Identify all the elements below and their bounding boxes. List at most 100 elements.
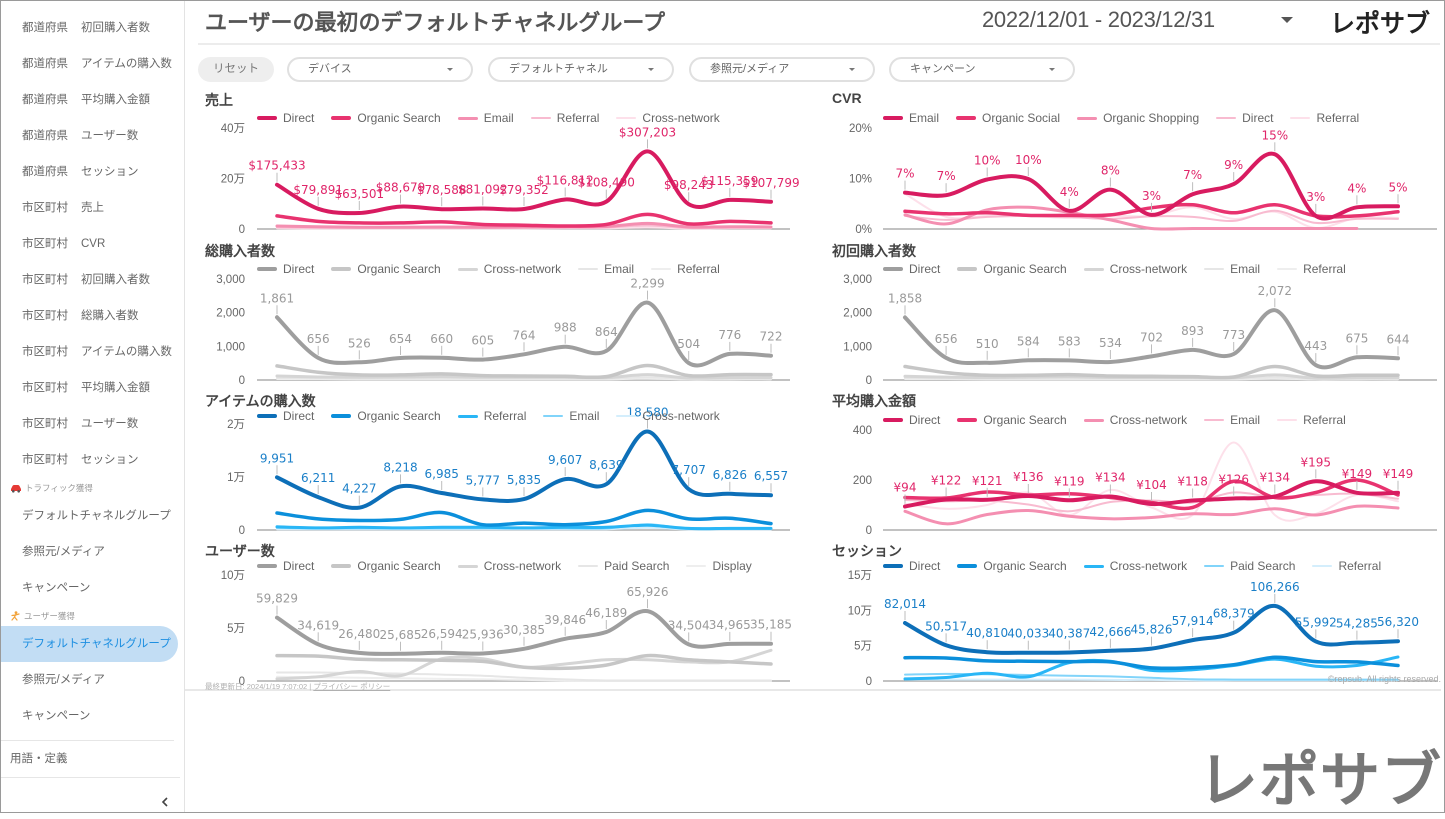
- sidebar-item[interactable]: 市区町村 アイテムの購入数: [0, 334, 180, 370]
- sidebar-item[interactable]: 都道府県 アイテムの購入数: [0, 46, 180, 82]
- sidebar-item[interactable]: 市区町村 売上: [0, 190, 180, 226]
- legend-item[interactable]: Cross-network: [457, 262, 561, 276]
- legend-item[interactable]: Direct: [257, 262, 314, 276]
- series-line-organic-search[interactable]: [275, 363, 773, 380]
- legend-item[interactable]: Organic Shopping: [1077, 111, 1199, 125]
- series-line-direct[interactable]: [275, 429, 773, 510]
- sidebar-item[interactable]: 市区町村 初回購入者数: [0, 262, 180, 298]
- legend-item[interactable]: Display: [686, 559, 752, 573]
- device-filter-dropdown[interactable]: デバイス: [287, 57, 473, 82]
- sidebar-item[interactable]: 都道府県 平均購入金額: [0, 82, 180, 118]
- sidebar: 都道府県 初回購入者数 都道府県 アイテムの購入数 都道府県 平均購入金額 都道府県ユ…: [0, 0, 185, 813]
- series-line-direct[interactable]: [903, 479, 1400, 509]
- series-line-organic-shopping[interactable]: [903, 205, 1359, 231]
- legend-item[interactable]: Referral: [1290, 111, 1359, 125]
- collapse-sidebar-button[interactable]: [158, 794, 172, 810]
- series-line-organic-search[interactable]: [275, 508, 773, 527]
- series-line-direct[interactable]: [275, 609, 773, 656]
- legend-item[interactable]: Cross-network: [616, 111, 720, 125]
- sidebar-item[interactable]: 市区町村 ユーザー数: [0, 406, 180, 442]
- legend-item[interactable]: Direct: [257, 409, 314, 423]
- legend-item[interactable]: Direct: [1216, 111, 1273, 125]
- sidebar-item-user-campaign[interactable]: キャンペーン: [22, 710, 91, 722]
- series-line-cross-network[interactable]: [903, 504, 1400, 526]
- sidebar-item-user-source-medium[interactable]: 参照元/メディア: [22, 674, 105, 686]
- channel-filter-dropdown[interactable]: デフォルトチャネル: [488, 57, 674, 82]
- chart-title: 初回購入者数: [832, 243, 916, 259]
- sidebar-item-metric: 総購入者数: [81, 310, 139, 322]
- privacy-policy-link[interactable]: プライバシー ポリシー: [313, 682, 391, 691]
- sidebar-item-glossary[interactable]: 用語・定義: [10, 753, 68, 765]
- legend-item[interactable]: Referral: [457, 409, 526, 423]
- series-line-direct[interactable]: [903, 603, 1400, 655]
- legend-item[interactable]: Cross-network: [1083, 559, 1187, 573]
- sidebar-item-traffic-channel-group[interactable]: デフォルトチャネルグループ: [22, 510, 171, 522]
- sidebar-item[interactable]: 都道府県 セッション: [0, 154, 180, 190]
- reset-button[interactable]: リセット: [198, 57, 274, 82]
- series-line-referral[interactable]: [275, 523, 773, 531]
- sidebar-item-region: 市区町村: [22, 454, 68, 466]
- date-range-caret-icon[interactable]: [1281, 17, 1293, 23]
- legend-item[interactable]: Email: [578, 262, 634, 276]
- source-medium-filter-dropdown[interactable]: 参照元/メディア: [689, 57, 875, 82]
- legend-item[interactable]: Cross-network: [1083, 262, 1187, 276]
- sidebar-item[interactable]: 都道府県 初回購入者数: [0, 10, 180, 46]
- series-line-cross-network[interactable]: [903, 655, 1400, 681]
- data-label: 65,926: [627, 585, 669, 599]
- series-line-email[interactable]: [275, 221, 773, 229]
- series-line-organic-search[interactable]: [275, 653, 773, 671]
- legend-item[interactable]: Organic Search: [957, 262, 1067, 276]
- sidebar-item-user-channel-group[interactable]: デフォルトチャネルグループ: [0, 626, 178, 662]
- sidebar-item[interactable]: 市区町村 総購入者数: [0, 298, 180, 334]
- legend-item[interactable]: Cross-network: [457, 559, 561, 573]
- legend-item[interactable]: Direct: [883, 262, 940, 276]
- series-line-direct[interactable]: [275, 149, 773, 216]
- legend-item[interactable]: Cross-network: [1083, 413, 1187, 427]
- sidebar-item[interactable]: 市区町村 平均購入金額: [0, 370, 180, 406]
- legend-item[interactable]: Paid Search: [1204, 559, 1295, 573]
- legend-label: Organic Search: [983, 559, 1067, 573]
- legend-item[interactable]: Direct: [257, 559, 314, 573]
- legend-item[interactable]: Cross-network: [616, 409, 720, 423]
- legend-item[interactable]: Direct: [883, 559, 940, 573]
- series-line-paid-search[interactable]: [276, 671, 772, 682]
- legend-item[interactable]: Paid Search: [578, 559, 669, 573]
- sidebar-item-traffic-source-medium[interactable]: 参照元/メディア: [22, 546, 105, 558]
- legend-item[interactable]: Organic Search: [957, 413, 1067, 427]
- legend-item[interactable]: Organic Search: [331, 111, 441, 125]
- legend-item[interactable]: Email: [1204, 262, 1260, 276]
- date-range-selector[interactable]: 2022/12/01 - 2023/12/31: [982, 7, 1215, 32]
- legend-item[interactable]: Email: [883, 111, 939, 125]
- series-line-organic-search[interactable]: [275, 212, 773, 228]
- sidebar-item[interactable]: 市区町村 セッション: [0, 442, 180, 478]
- legend-item[interactable]: Referral: [530, 111, 599, 125]
- legend-item[interactable]: Organic Search: [957, 559, 1067, 573]
- series-line-cross-network[interactable]: [275, 648, 773, 681]
- series-line-organic-search[interactable]: [903, 364, 1400, 380]
- legend-label: Referral: [1303, 413, 1346, 427]
- sidebar-item[interactable]: 市区町村 CVR: [0, 226, 180, 262]
- series-line-organic-search[interactable]: [903, 655, 1400, 671]
- sidebar-item[interactable]: 都道府県 ユーザー数: [0, 118, 180, 154]
- legend-item[interactable]: Referral: [1277, 413, 1346, 427]
- legend-item[interactable]: Referral: [1277, 262, 1346, 276]
- series-line-direct[interactable]: [275, 300, 773, 368]
- legend-item[interactable]: Referral: [651, 262, 720, 276]
- series-line-direct[interactable]: [903, 308, 1400, 370]
- series-line-email[interactable]: [903, 151, 1400, 221]
- legend-item[interactable]: Referral: [1312, 559, 1381, 573]
- legend-item[interactable]: Direct: [257, 111, 314, 125]
- campaign-filter-dropdown[interactable]: キャンペーン: [889, 57, 1075, 82]
- data-label: 3%: [1306, 190, 1325, 204]
- legend-item[interactable]: Email: [1204, 413, 1260, 427]
- legend-item[interactable]: Email: [457, 111, 514, 125]
- legend-item[interactable]: Organic Search: [331, 559, 441, 573]
- legend-swatch: [616, 117, 637, 119]
- legend-item[interactable]: Email: [543, 409, 599, 423]
- legend-item[interactable]: Organic Search: [331, 262, 441, 276]
- chart-legend: Direct Organic Search Cross-network Paid Se…: [883, 558, 1381, 574]
- legend-item[interactable]: Organic Search: [331, 409, 441, 423]
- sidebar-item-traffic-campaign[interactable]: キャンペーン: [22, 582, 91, 594]
- legend-item[interactable]: Direct: [883, 413, 940, 427]
- legend-item[interactable]: Organic Social: [956, 111, 1060, 125]
